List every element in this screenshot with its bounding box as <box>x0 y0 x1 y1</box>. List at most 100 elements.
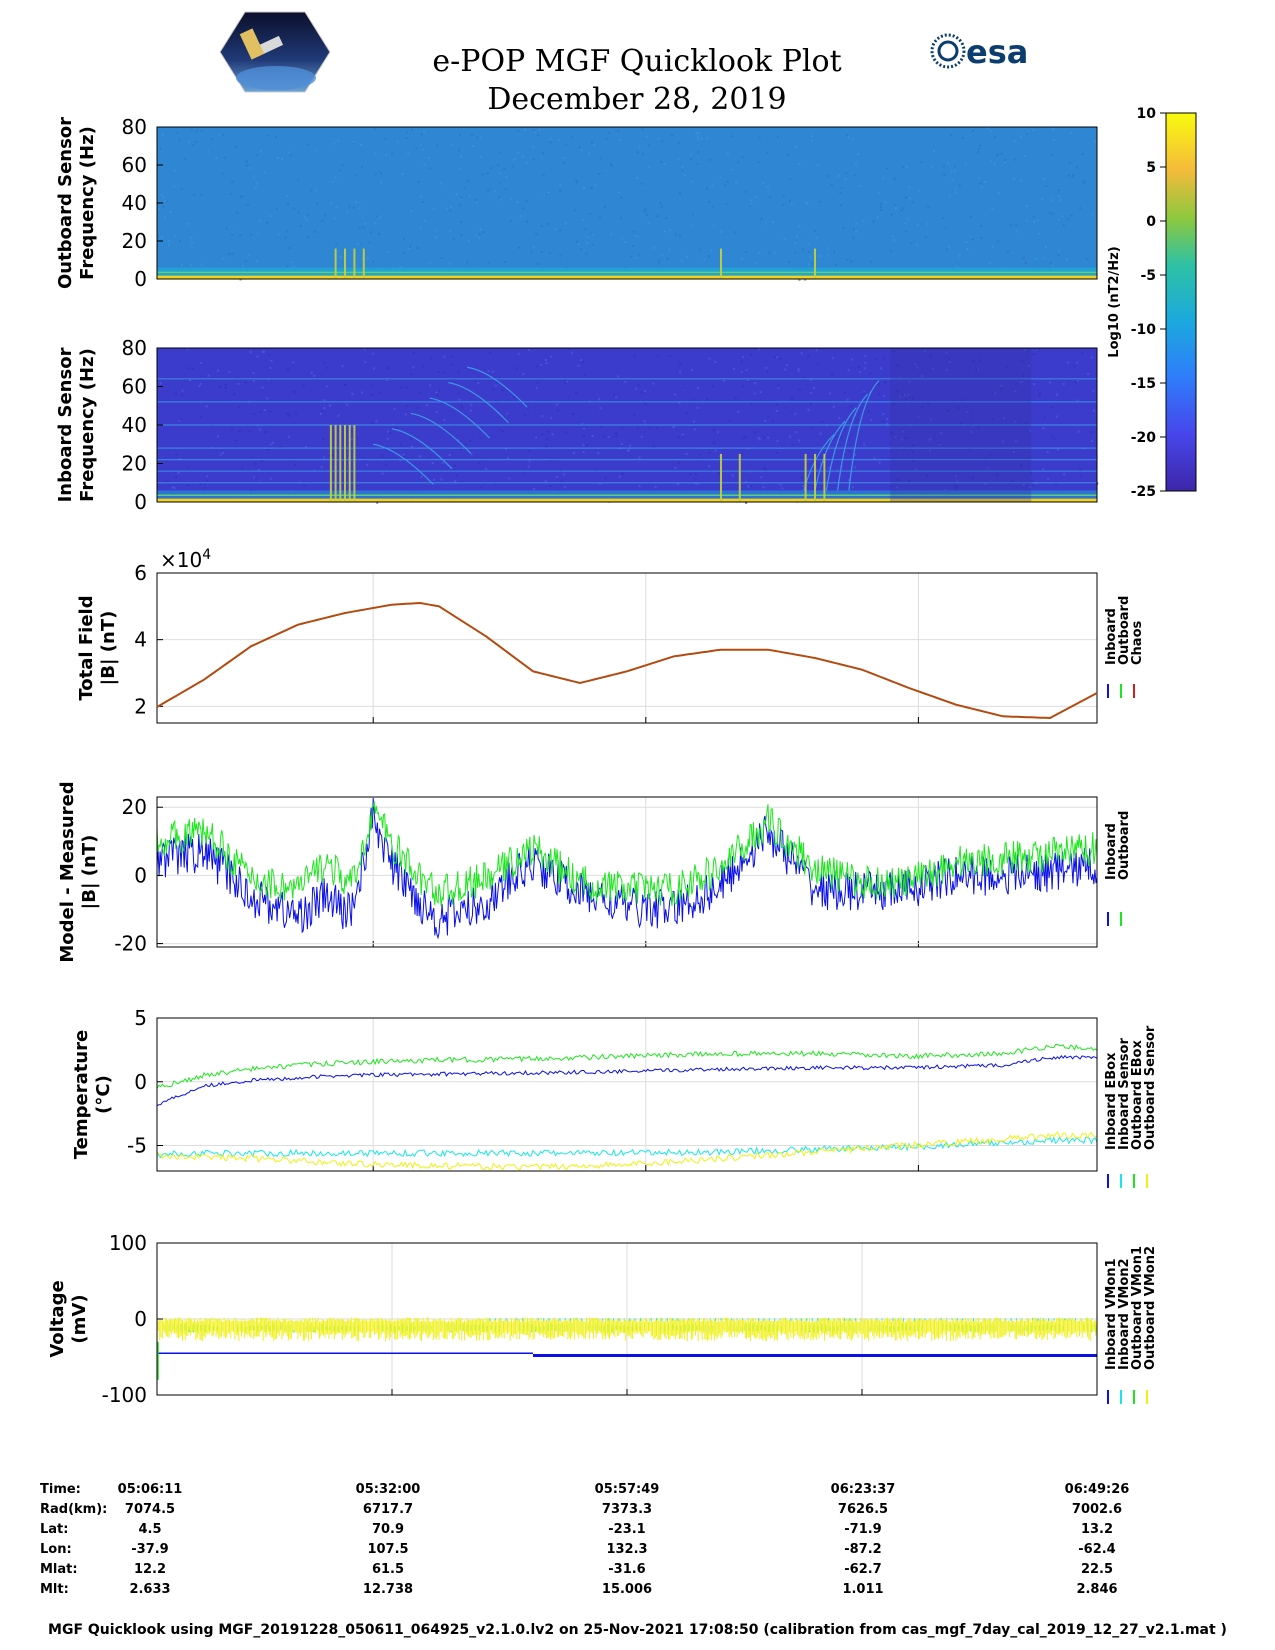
outboard-spectrogram-noise <box>1026 132 1029 135</box>
inboard-spectrogram-noise <box>643 420 646 423</box>
outboard-spectrogram-ytick-label: 80 <box>122 115 147 139</box>
outboard-spectrogram-noise <box>917 189 920 192</box>
inboard-spectrogram-noise <box>455 474 458 477</box>
ephemeris-value: 13.2 <box>1080 1522 1114 1537</box>
ephemeris-value: 7002.6 <box>1071 1502 1123 1517</box>
inboard-spectrogram-noise <box>917 416 920 419</box>
inboard-spectrogram-noise <box>947 409 950 412</box>
outboard-spectrogram-noise <box>1051 265 1054 268</box>
outboard-spectrogram-noise <box>241 195 244 198</box>
inboard-spectrogram-noise <box>800 477 803 480</box>
model-minus-measured-inboard-line <box>156 797 1098 940</box>
inboard-spectrogram-noise <box>869 419 872 422</box>
inboard-spectrogram-noise <box>479 437 482 440</box>
inboard-spectrogram-noise <box>522 471 525 474</box>
outboard-spectrogram-noise <box>478 233 481 236</box>
outboard-spectrogram-noise <box>419 143 422 146</box>
inboard-spectrogram-noise <box>175 453 178 456</box>
outboard-spectrogram-noise <box>726 180 729 183</box>
outboard-spectrogram-noise <box>993 163 996 166</box>
inboard-spectrogram-noise <box>527 465 530 468</box>
outboard-spectrogram-noise <box>782 194 785 197</box>
inboard-spectrogram-noise <box>489 352 492 355</box>
outboard-spectrogram-noise <box>288 151 291 154</box>
inboard-spectrogram-noise <box>502 430 505 433</box>
outboard-spectrogram-noise <box>576 240 579 243</box>
outboard-spectrogram-noise <box>586 241 589 244</box>
total-field-exponent-power: 4 <box>202 547 211 563</box>
inboard-spectrogram-noise <box>1076 380 1079 383</box>
outboard-spectrogram-noise <box>894 204 897 207</box>
inboard-spectrogram-noise <box>238 406 241 409</box>
inboard-spectrogram-noise <box>624 380 627 383</box>
outboard-spectrogram-noise <box>773 251 776 254</box>
inboard-spectrogram-noise <box>894 435 897 438</box>
inboard-spectrogram-noise <box>677 436 680 439</box>
outboard-spectrogram-noise <box>525 161 528 164</box>
model-minus-measured-ytick-label: 0 <box>134 863 147 887</box>
outboard-spectrogram-noise <box>222 257 225 260</box>
inboard-spectrogram-noise <box>896 364 899 367</box>
outboard-spectrogram-noise <box>798 163 801 166</box>
outboard-spectrogram-noise <box>703 258 706 261</box>
outboard-spectrogram-noise <box>378 232 381 235</box>
ephemeris-value: 15.006 <box>601 1582 653 1597</box>
outboard-spectrogram-noise <box>162 205 165 208</box>
inboard-spectrogram-noise <box>258 428 261 431</box>
outboard-spectrogram-noise <box>1070 131 1073 134</box>
outboard-spectrogram-noise <box>1013 177 1016 180</box>
outboard-spectrogram-noise <box>423 130 426 133</box>
inboard-spectrogram-noise <box>259 411 262 414</box>
inboard-spectrogram-noise <box>829 392 832 395</box>
outboard-spectrogram-noise <box>637 235 640 238</box>
outboard-spectrogram-noise <box>890 213 893 216</box>
ephemeris-value: 4.5 <box>138 1522 162 1537</box>
inboard-spectrogram-noise <box>636 427 639 430</box>
voltage-ytick-label: -100 <box>102 1383 147 1407</box>
inboard-spectrogram-noise <box>615 396 618 399</box>
outboard-spectrogram-noise <box>1025 219 1028 222</box>
outboard-spectrogram-noise <box>563 156 566 159</box>
outboard-spectrogram-noise <box>839 204 842 207</box>
inboard-spectrogram-noise <box>1037 350 1040 353</box>
inboard-spectrogram-noise <box>764 420 767 423</box>
outboard-spectrogram-noise <box>253 176 256 179</box>
outboard-spectrogram-noise <box>455 192 458 195</box>
outboard-spectrogram-noise <box>195 141 198 144</box>
outboard-spectrogram-noise <box>1043 257 1046 260</box>
inboard-spectrogram-noise <box>582 451 585 454</box>
outboard-spectrogram-noise <box>1068 161 1071 164</box>
inboard-spectrogram-noise <box>186 348 189 351</box>
outboard-spectrogram-noise <box>660 160 663 163</box>
outboard-spectrogram-noise <box>340 256 343 259</box>
outboard-spectrogram-noise <box>559 189 562 192</box>
outboard-spectrogram-noise <box>641 128 644 131</box>
outboard-spectrogram-noise <box>401 172 404 175</box>
outboard-spectrogram-noise <box>1057 254 1060 257</box>
outboard-spectrogram-noise <box>580 247 583 250</box>
inboard-spectrogram-noise <box>854 453 857 456</box>
outboard-spectrogram-noise <box>178 239 181 242</box>
inboard-spectrogram-noise <box>470 403 473 406</box>
inboard-spectrogram-noise <box>435 391 438 394</box>
inboard-spectrogram-noise <box>366 463 369 466</box>
outboard-spectrogram-noise <box>1033 221 1036 224</box>
outboard-spectrogram-noise <box>173 235 176 238</box>
inboard-spectrogram-noise <box>1014 440 1017 443</box>
inboard-spectrogram-noise <box>405 386 408 389</box>
inboard-spectrogram-noise <box>292 361 295 364</box>
inboard-spectrogram-noise <box>1049 381 1052 384</box>
outboard-spectrogram-noise <box>904 230 907 233</box>
inboard-spectrogram-noise <box>621 426 624 429</box>
outboard-spectrogram-noise <box>663 162 666 165</box>
inboard-spectrogram-noise <box>394 426 397 429</box>
inboard-spectrogram-noise <box>228 370 231 373</box>
inboard-spectrogram-noise <box>178 419 181 422</box>
inboard-spectrogram-noise <box>535 365 538 368</box>
outboard-spectrogram-noise <box>227 253 230 256</box>
inboard-spectrogram-noise <box>438 389 441 392</box>
outboard-spectrogram-noise <box>980 236 983 239</box>
outboard-spectrogram-noise <box>265 221 268 224</box>
outboard-spectrogram-noise <box>476 136 479 139</box>
inboard-spectrogram-noise <box>714 449 717 452</box>
